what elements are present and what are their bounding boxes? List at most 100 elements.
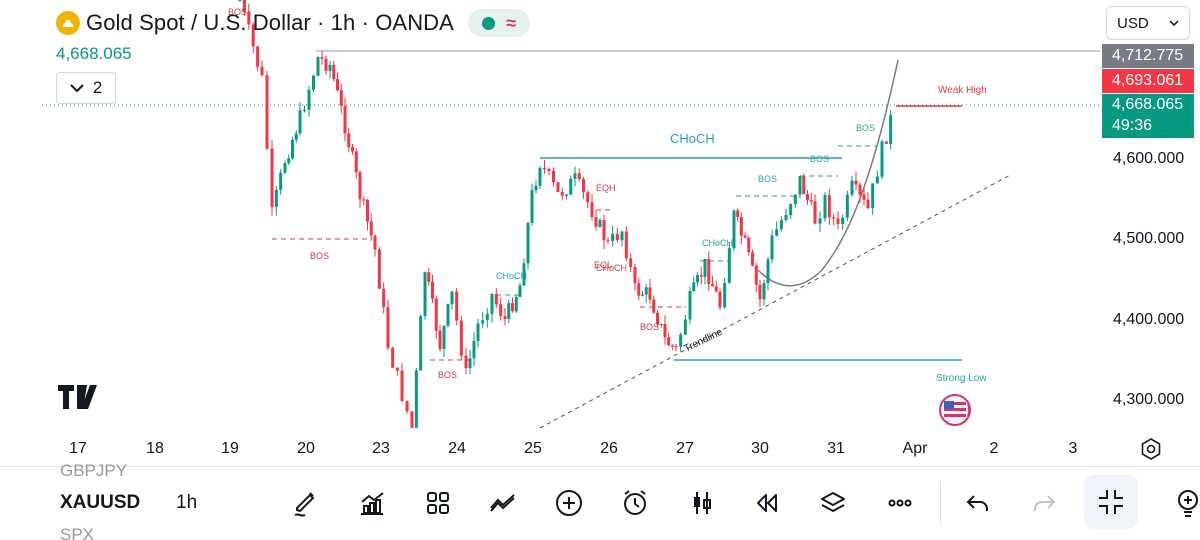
candle-body xyxy=(818,218,822,224)
candle-body xyxy=(652,299,656,313)
candle-body xyxy=(312,75,315,90)
candle-body xyxy=(707,259,711,284)
candle-body xyxy=(770,235,774,260)
add-icon xyxy=(556,490,582,516)
candle-body xyxy=(386,307,390,348)
candle-body xyxy=(260,66,264,76)
bos-label: BOS xyxy=(856,123,875,133)
watchlist-prev-symbol[interactable]: GBPJPY xyxy=(60,461,128,480)
market-status-pill[interactable]: ≈ xyxy=(467,9,530,37)
projection-curve xyxy=(757,59,899,287)
add-button[interactable] xyxy=(553,487,585,519)
candle-body xyxy=(419,316,423,371)
redo-button[interactable] xyxy=(1028,487,1060,519)
candle-body xyxy=(530,190,534,224)
high-price-tag: 4,712.775 xyxy=(1102,44,1194,68)
candle-body xyxy=(354,151,358,173)
candle-body xyxy=(718,291,722,308)
candle-body xyxy=(494,293,498,305)
draw-button[interactable] xyxy=(290,487,322,519)
candle-body xyxy=(850,180,854,195)
layouts-button[interactable] xyxy=(422,487,454,519)
candle-body xyxy=(405,400,409,412)
undo-button[interactable] xyxy=(962,487,994,519)
time-tick: 24 xyxy=(448,440,466,457)
compare-button[interactable] xyxy=(487,487,519,519)
candle-body xyxy=(351,146,354,152)
candle-style-icon xyxy=(694,492,711,514)
trendline-label: Trendline xyxy=(682,327,724,355)
candle-body xyxy=(279,172,283,190)
candles xyxy=(238,0,893,428)
current-price-tag: 4,668.065 xyxy=(1102,94,1194,116)
candle-body xyxy=(336,79,339,91)
indicators-collapse-button[interactable]: 2 xyxy=(56,72,116,104)
candle-body xyxy=(362,199,366,201)
choch-label: CHoCH xyxy=(596,263,627,273)
fullscreen-button[interactable] xyxy=(1084,475,1138,529)
candle-body xyxy=(307,89,311,110)
price-chart[interactable]: CHoCH Weak High Strong Low Trendline EQH… xyxy=(0,0,1100,432)
more-button[interactable] xyxy=(884,487,916,519)
candle-body xyxy=(663,324,667,338)
watchlist-next-symbol[interactable]: SPX xyxy=(60,525,95,540)
candle-body xyxy=(552,171,555,183)
candle-body xyxy=(316,57,320,76)
time-tick: 26 xyxy=(600,440,618,457)
watchlist-current-symbol[interactable]: XAUUSD xyxy=(60,492,141,513)
candle-body xyxy=(468,358,472,369)
interval-button[interactable]: 1h xyxy=(176,492,198,513)
fullscreen-icon xyxy=(1099,490,1123,514)
candle-body xyxy=(758,284,762,300)
settings-icon[interactable] xyxy=(1139,437,1163,461)
candle-body xyxy=(238,0,242,2)
market-open-icon xyxy=(481,16,495,30)
candle-body xyxy=(247,11,251,25)
candle-body xyxy=(871,183,875,209)
candle-body xyxy=(648,287,652,300)
eqh-label: EQH xyxy=(596,183,616,193)
layers-button[interactable] xyxy=(817,487,849,519)
candle-body xyxy=(434,298,438,331)
candle-body xyxy=(464,355,468,369)
alert-button[interactable] xyxy=(619,487,651,519)
currency-select[interactable]: USD xyxy=(1106,6,1190,40)
indicators-button[interactable] xyxy=(356,487,388,519)
price-tick: 4,300.000 xyxy=(1113,391,1185,408)
candle-body xyxy=(298,110,302,134)
last-price: 4,668.065 xyxy=(56,44,132,63)
symbol-title[interactable]: Gold Spot / U.S. Dollar · 1h · OANDA xyxy=(86,10,454,35)
candle-body xyxy=(294,133,298,140)
candle-body xyxy=(369,221,373,236)
candle-body xyxy=(789,204,793,216)
candle-body xyxy=(565,194,568,196)
chart-header: Gold Spot / U.S. Dollar · 1h · OANDA ≈ xyxy=(56,8,530,38)
candle-body xyxy=(714,286,718,292)
eql-label: EQL xyxy=(594,260,612,270)
chart-type-button[interactable] xyxy=(686,487,718,519)
candle-body xyxy=(633,267,637,284)
us-flag-icon[interactable] xyxy=(938,394,976,426)
candle-body xyxy=(442,325,446,349)
time-tick: 18 xyxy=(146,440,164,457)
candle-body xyxy=(507,303,511,319)
candle-body xyxy=(534,185,538,191)
candle-body xyxy=(832,217,836,219)
chart-area[interactable]: CHoCH Weak High Strong Low Trendline EQH… xyxy=(0,0,1100,432)
candle-body xyxy=(373,235,377,250)
time-tick: 27 xyxy=(676,440,694,457)
chevron-down-icon xyxy=(69,84,84,93)
candle-body xyxy=(476,323,480,341)
candle-body xyxy=(514,296,518,312)
bottom-toolbar: GBPJPY XAUUSD 1h SPX xyxy=(0,461,1200,540)
candle-body xyxy=(400,370,404,401)
candle-body xyxy=(328,64,332,71)
layouts-icon xyxy=(427,492,449,514)
candle-body xyxy=(573,173,577,179)
candle-body xyxy=(674,345,678,348)
candle-body xyxy=(391,347,395,368)
candle-body xyxy=(274,189,278,207)
ideas-button[interactable] xyxy=(1172,487,1200,519)
delayed-data-icon: ≈ xyxy=(506,13,517,33)
replay-button[interactable] xyxy=(751,487,783,519)
